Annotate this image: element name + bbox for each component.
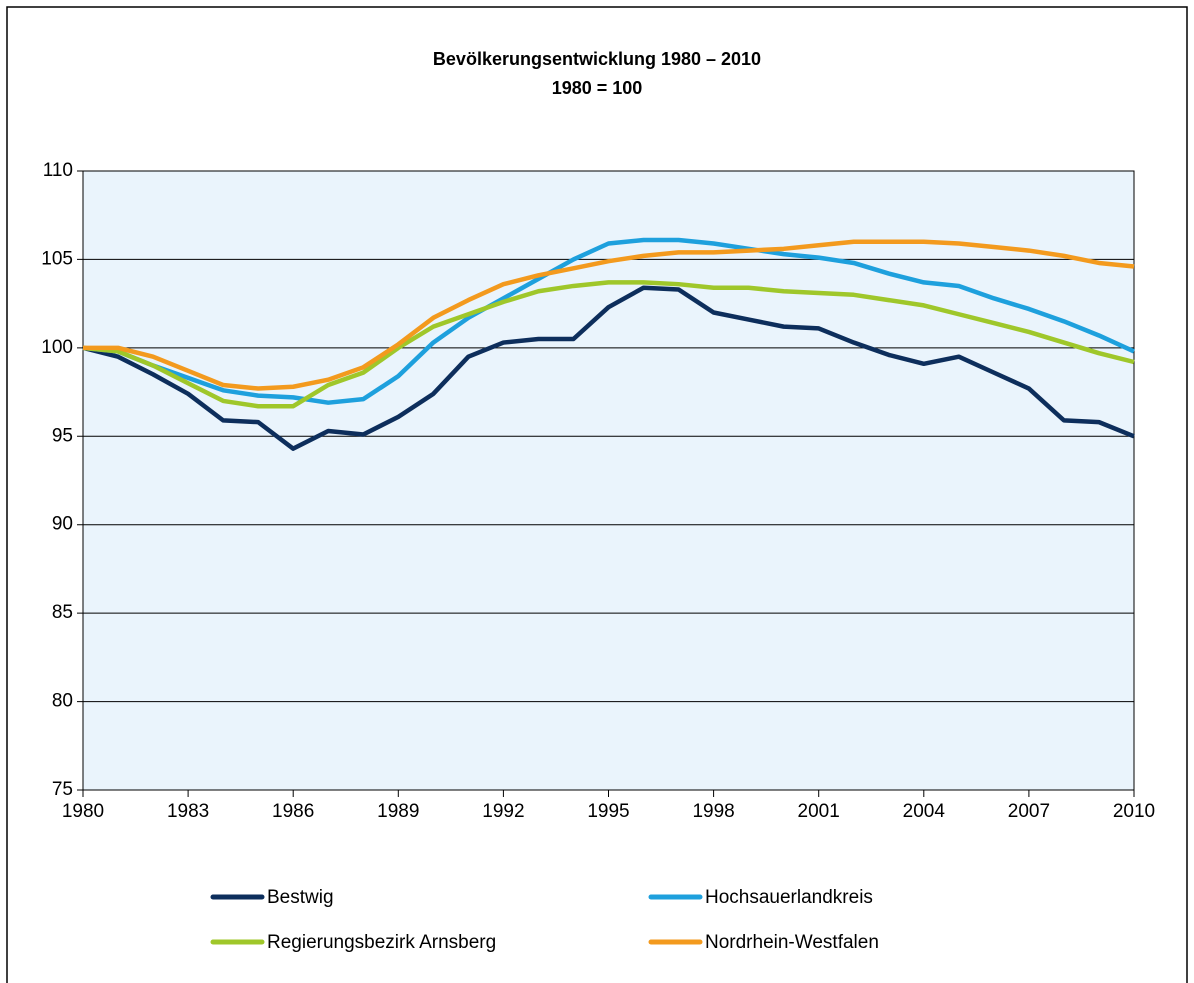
x-tick-label: 1995 <box>587 801 629 822</box>
series-line <box>82 280 1135 409</box>
x-tick-label: 1986 <box>272 801 314 822</box>
x-tick-label: 1992 <box>482 801 524 822</box>
y-tick-label: 85 <box>52 602 73 623</box>
y-tick-label: 100 <box>41 337 73 358</box>
x-tick-label: 1998 <box>692 801 734 822</box>
y-tick-label: 110 <box>43 160 73 181</box>
x-tick-label: 1980 <box>62 801 104 822</box>
x-tick-label: 2004 <box>903 801 946 822</box>
series-line <box>82 237 1135 405</box>
chart-subtitle: 1980 = 100 <box>552 78 643 98</box>
legend-label: Hochsauerlandkreis <box>705 887 873 908</box>
x-tick-label: 1989 <box>377 801 419 822</box>
y-tick-label: 80 <box>52 691 73 712</box>
legend-label: Regierungsbezirk Arnsberg <box>267 932 496 953</box>
y-tick-label: 105 <box>41 248 73 269</box>
x-tick-label: 2010 <box>1113 801 1155 822</box>
plot-area <box>82 170 1135 791</box>
legend-label: Nordrhein-Westfalen <box>705 932 879 953</box>
y-tick-label: 90 <box>52 514 73 535</box>
y-tick-label: 95 <box>52 425 73 446</box>
chart-title: Bevölkerungsentwicklung 1980 – 2010 <box>433 49 761 69</box>
y-tick-label: 75 <box>52 779 73 800</box>
x-tick-label: 2001 <box>798 801 840 822</box>
series-line <box>83 239 1135 391</box>
legend-label: Bestwig <box>267 887 334 908</box>
x-tick-label: 2007 <box>1008 801 1050 822</box>
series-line <box>82 285 1135 451</box>
x-tick-label: 1983 <box>167 801 209 822</box>
